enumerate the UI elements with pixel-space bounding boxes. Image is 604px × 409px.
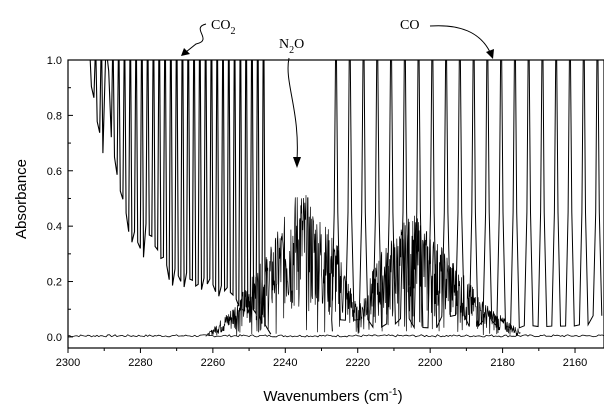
x-tick-label: 2180 xyxy=(490,357,514,369)
y-tick-label: 0.0 xyxy=(47,332,62,344)
x-tick-label: 2260 xyxy=(201,357,225,369)
x-tick-label: 2300 xyxy=(56,357,80,369)
annotation-co-arrow xyxy=(429,25,491,53)
x-tick-label: 2240 xyxy=(273,357,297,369)
y-tick-label: 0.8 xyxy=(47,110,62,122)
annotation-n2o-arrow xyxy=(287,57,298,161)
series-n2o-trace xyxy=(205,195,521,337)
annotation-co2-arrow xyxy=(185,23,207,53)
annotation-co-arrowhead xyxy=(486,49,494,59)
x-tick-label: 2280 xyxy=(128,357,152,369)
y-axis: 0.0 0.2 0.4 0.6 0.8 1.0 xyxy=(47,55,73,344)
x-tick-label: 2220 xyxy=(345,357,369,369)
x-axis: 2300 2280 2260 2240 2220 2200 2180 2160 xyxy=(56,348,587,369)
x-tick-label: 2200 xyxy=(418,357,442,369)
annotation-co2: CO2 xyxy=(181,18,235,56)
y-tick-label: 0.4 xyxy=(47,221,62,233)
annotation-co: CO xyxy=(400,18,494,59)
y-tick-label: 0.6 xyxy=(47,166,62,178)
annotation-co2-arrowhead xyxy=(181,48,190,56)
annotation-n2o-label: N2O xyxy=(279,37,304,56)
annotation-n2o-arrowhead xyxy=(293,157,301,168)
annotation-n2o: N2O xyxy=(279,37,304,168)
y-axis-title: Absorbance xyxy=(13,159,30,239)
spectrum-traces xyxy=(68,59,604,338)
y-tick-label: 1.0 xyxy=(47,55,62,67)
x-tick-label: 2160 xyxy=(563,357,587,369)
x-axis-title: Wavenumbers (cm-1) xyxy=(263,387,402,405)
plot-frame xyxy=(67,59,604,349)
baseline-trace xyxy=(68,334,604,338)
y-tick-label: 0.2 xyxy=(47,277,62,289)
annotation-co-label: CO xyxy=(400,18,419,33)
annotation-co2-label: CO2 xyxy=(211,18,235,37)
